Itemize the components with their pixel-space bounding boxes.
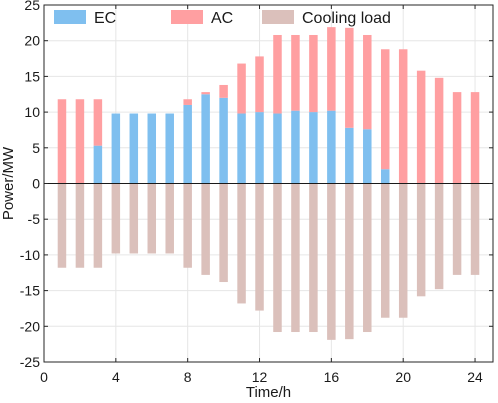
y-tick-label: 10 [24, 104, 40, 120]
bar-ec [129, 113, 139, 184]
bar-ac [345, 27, 354, 128]
bar-ac [237, 63, 246, 114]
bar-ec [93, 145, 103, 184]
bar-ac [183, 99, 192, 105]
bar-ec [237, 113, 246, 184]
bar-cooling-load [452, 183, 462, 275]
bar-cooling-load [255, 183, 264, 311]
bar-cooling-load [291, 183, 300, 333]
x-tick-label: 16 [324, 369, 340, 385]
bar-cooling-load [309, 183, 318, 333]
bar-cooling-load [75, 183, 85, 268]
tick-labels: -25 -20 -15 -10 -5 0 5 10 15 20 25 0 4 8 12 16 20 24 [20, 0, 483, 385]
bar-cooling-load [147, 183, 157, 254]
bar-ec [165, 113, 174, 184]
x-tick-label: 8 [184, 369, 192, 385]
bar-cooling-load [398, 183, 408, 318]
bar-ac [452, 92, 462, 184]
y-tick-label: -10 [20, 247, 40, 263]
bar-cooling-load [273, 183, 282, 333]
y-tick-label: -20 [20, 318, 40, 334]
x-tick-label: 4 [112, 369, 120, 385]
y-axis-label: Power/MW [0, 146, 17, 220]
bar-ec [147, 113, 157, 184]
axes [43, 4, 494, 363]
bar-ec [273, 113, 282, 184]
legend-swatch-ac [171, 10, 203, 24]
bars [57, 27, 480, 340]
bar-ac [75, 99, 85, 184]
bar-ac [434, 77, 444, 184]
bar-ac [273, 34, 282, 114]
bar-ec [255, 112, 264, 184]
bar-cooling-load [327, 183, 336, 340]
bar-ec [201, 94, 210, 184]
bar-cooling-load [57, 183, 67, 268]
bar-cooling-load [183, 183, 192, 268]
bar-cooling-load [129, 183, 139, 254]
bar-cooling-load [416, 183, 426, 297]
bar-ac [327, 27, 336, 111]
y-tick-label: -15 [20, 283, 40, 299]
bar-ac [398, 49, 408, 184]
bar-ec [291, 110, 300, 184]
y-tick-label: -5 [28, 211, 41, 227]
legend-label-ac: AC [211, 10, 233, 27]
y-tick-label: 0 [32, 176, 40, 192]
bar-ec [380, 169, 390, 184]
bar-ac [470, 92, 480, 184]
bar-cooling-load [93, 183, 103, 268]
bar-cooling-load [201, 183, 210, 275]
bar-cooling-load [380, 183, 390, 318]
bar-ac [219, 84, 228, 98]
bar-ec [309, 112, 318, 184]
x-tick-label: 0 [40, 369, 48, 385]
x-tick-label: 20 [395, 369, 411, 385]
bar-ec [327, 110, 336, 184]
bar-cooling-load [363, 183, 372, 333]
bar-cooling-load [219, 183, 228, 283]
y-tick-label: 5 [32, 140, 40, 156]
bar-ec [111, 113, 121, 184]
bar-ac [57, 99, 67, 184]
bar-cooling-load [470, 183, 480, 275]
y-tick-label: 15 [24, 68, 40, 84]
bar-ec [363, 129, 372, 184]
x-tick-label: 12 [252, 369, 268, 385]
bar-ac [201, 92, 210, 95]
y-tick-label: 20 [24, 33, 40, 49]
bar-ac [255, 56, 264, 113]
bar-ac [380, 49, 390, 170]
x-tick-label: 24 [467, 369, 483, 385]
bar-ac [363, 34, 372, 130]
bar-ac [416, 70, 426, 184]
bar-ac [93, 99, 103, 146]
legend-label-cooling-load: Cooling load [302, 10, 391, 27]
bar-cooling-load [111, 183, 121, 254]
legend-label-ec: EC [94, 10, 116, 27]
bar-cooling-load [345, 183, 354, 340]
legend: EC AC Cooling load [54, 10, 391, 27]
bar-ec [345, 127, 354, 184]
y-tick-label: 25 [24, 0, 40, 13]
bar-ec [183, 104, 192, 184]
bar-cooling-load [237, 183, 246, 304]
y-tick-label: -25 [20, 354, 40, 370]
bar-ac [291, 34, 300, 111]
bar-cooling-load [165, 183, 174, 254]
legend-swatch-ec [54, 10, 86, 24]
bar-ec [219, 97, 228, 184]
bar-ac [309, 34, 318, 113]
bar-cooling-load [434, 183, 444, 290]
x-axis-label: Time/h [246, 384, 291, 401]
legend-swatch-cooling-load [262, 10, 294, 24]
